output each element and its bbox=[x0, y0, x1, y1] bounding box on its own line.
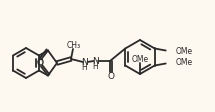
Text: OMe: OMe bbox=[176, 58, 193, 67]
Text: N: N bbox=[82, 57, 88, 67]
Text: O: O bbox=[37, 58, 43, 67]
Text: OMe: OMe bbox=[131, 55, 149, 64]
Text: CH₃: CH₃ bbox=[67, 41, 81, 50]
Text: H: H bbox=[92, 61, 98, 70]
Text: N: N bbox=[93, 56, 99, 66]
Text: O: O bbox=[108, 71, 115, 81]
Text: H: H bbox=[81, 62, 87, 71]
Text: OMe: OMe bbox=[176, 47, 193, 56]
Text: O: O bbox=[37, 59, 43, 68]
